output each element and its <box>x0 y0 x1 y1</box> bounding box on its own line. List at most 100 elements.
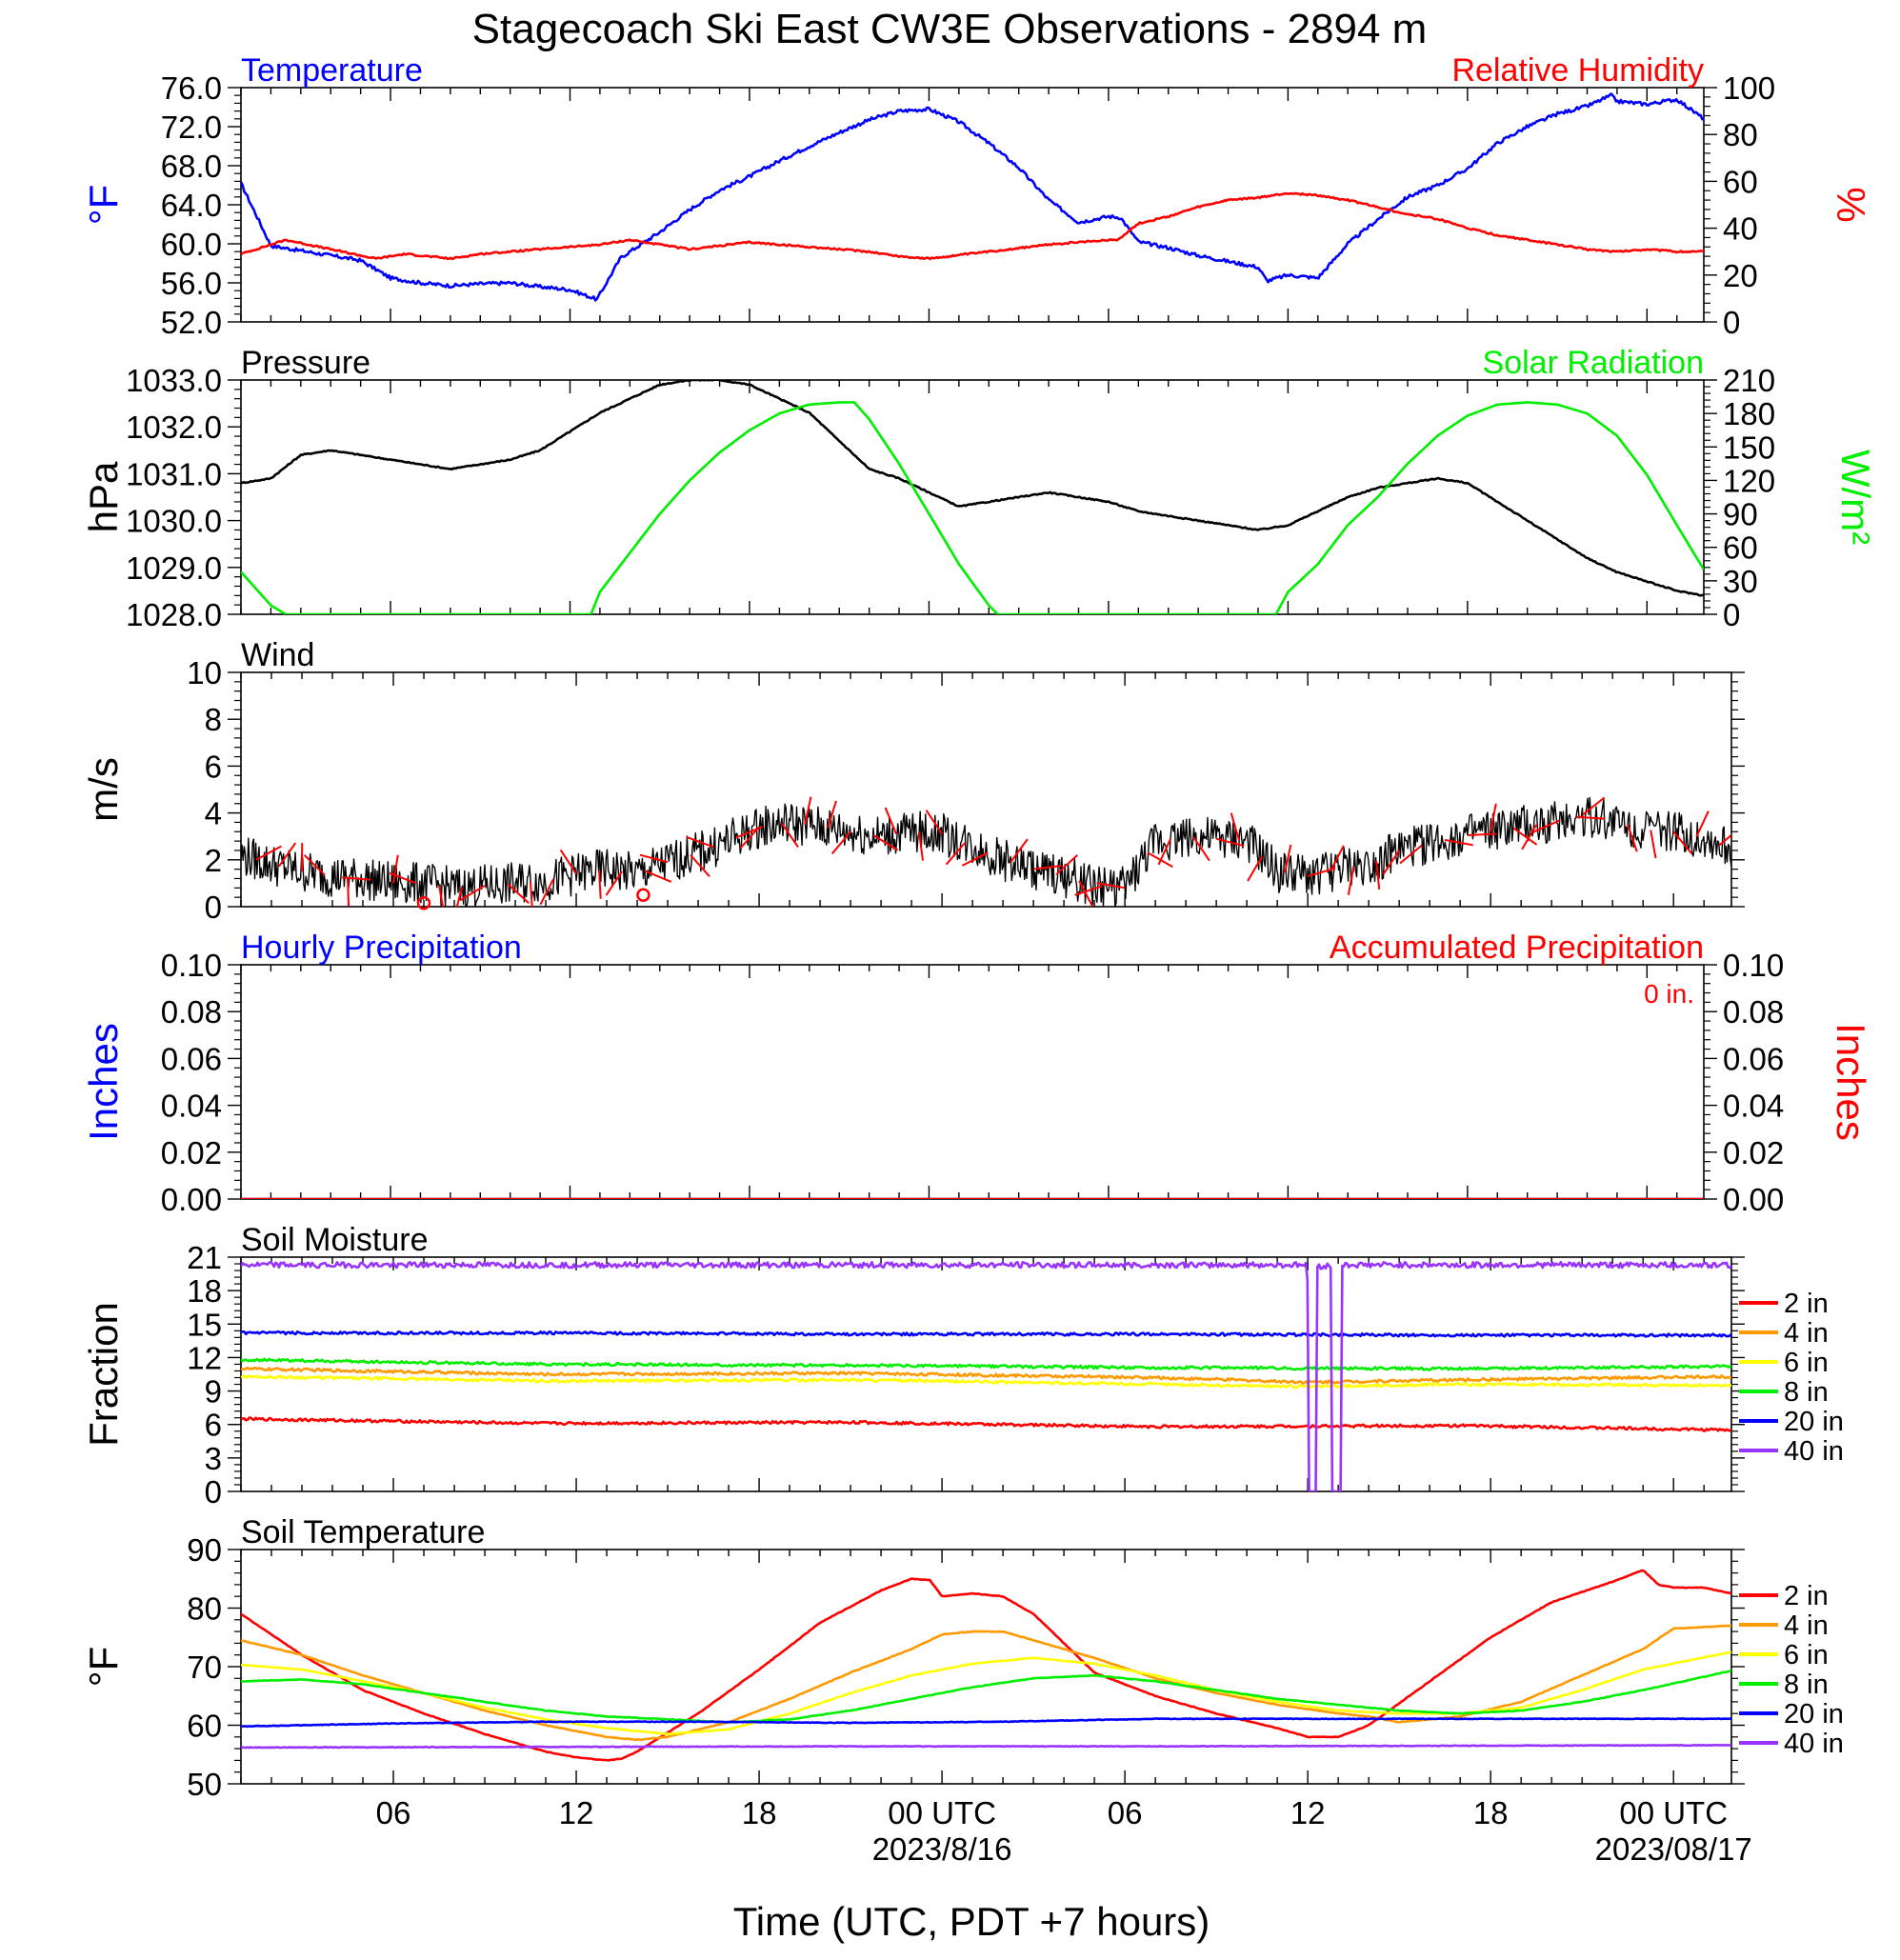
panels-group: 52.056.060.064.068.072.076.0020406080100… <box>81 52 1878 1802</box>
legend-label: 2 in <box>1784 1581 1829 1611</box>
wind-barb <box>1532 819 1560 833</box>
y-tick-label-right: 0 <box>1723 597 1740 632</box>
wind-barb <box>945 842 966 866</box>
wind-barb <box>1347 867 1355 895</box>
y-tick-label-left: 9 <box>205 1374 222 1410</box>
wind-barb <box>804 796 812 826</box>
wind-barb <box>539 878 554 906</box>
wind-barb <box>1010 838 1029 863</box>
wind-barb <box>255 845 282 861</box>
y-tick-label-right: 0.00 <box>1723 1182 1784 1217</box>
y-tick-label-left: 0.00 <box>161 1182 222 1217</box>
wind-barb <box>1718 833 1731 847</box>
wind-barb <box>739 826 760 850</box>
time-tick-label: 18 <box>742 1795 777 1830</box>
y-tick-label-left: 60 <box>187 1709 222 1744</box>
wind-barb <box>438 885 445 907</box>
y-axis-label-left: °F <box>81 185 126 225</box>
wind-barb <box>1032 865 1063 870</box>
legend-label: 4 in <box>1784 1610 1829 1641</box>
x-axis-label: Time (UTC, PDT +7 hours) <box>733 1899 1210 1944</box>
panel-title-right: Relative Humidity <box>1451 52 1704 89</box>
y-tick-label-left: 50 <box>187 1767 222 1802</box>
panel-title-right: Solar Radiation <box>1483 345 1704 381</box>
y-tick-label-left: 3 <box>205 1441 222 1476</box>
y-tick-label-right: 20 <box>1723 258 1758 293</box>
time-tick-label: 00 UTC <box>888 1795 996 1830</box>
series-line-relative-humidity <box>241 191 1704 261</box>
panel-pressure-solar: 1028.0 1029.0 1030.0 1031.0 1032.0 1033.0 0306… <box>81 345 1878 632</box>
wind-barb <box>781 823 799 849</box>
date-label: 2023/8/16 <box>872 1831 1012 1867</box>
series-line-4-in <box>241 1366 1731 1385</box>
y-tick-label-left: 15 <box>187 1307 222 1342</box>
wind-barb <box>459 885 486 902</box>
legend-label: 6 in <box>1784 1640 1829 1670</box>
y-tick-label-right: 0.08 <box>1723 994 1784 1030</box>
y-tick-label-right: 0.10 <box>1723 948 1784 983</box>
y-tick-label-left: 0.06 <box>161 1041 222 1076</box>
wind-barb <box>1581 796 1606 816</box>
wind-barb <box>1672 830 1693 855</box>
wind-barb <box>872 834 899 851</box>
wind-barb <box>690 854 710 877</box>
wind-barb <box>1157 838 1172 866</box>
wind-barb <box>884 807 898 835</box>
y-tick-label-right: 100 <box>1723 70 1775 106</box>
wind-barb <box>1468 832 1497 836</box>
y-tick-label-left: 76.0 <box>161 70 222 106</box>
panel-precipitation: 0.00 0.02 0.04 0.06 0.08 0.10 0.00 0.02 0.04 0.06… <box>81 930 1873 1217</box>
accumulated-precip-annotation: 0 in. <box>1644 979 1694 1009</box>
panel-title-left: Pressure <box>241 345 370 381</box>
time-tick-label: 18 <box>1473 1795 1509 1830</box>
wind-barb <box>559 849 577 875</box>
y-tick-label-left: 4 <box>205 796 222 831</box>
y-tick-label-left: 70 <box>187 1650 222 1685</box>
y-tick-label-left: 1032.0 <box>126 410 222 445</box>
y-tick-label-left: 18 <box>187 1273 222 1309</box>
wind-barb <box>1375 860 1381 890</box>
wind-barb <box>507 883 530 904</box>
legend-label: 8 in <box>1784 1670 1829 1700</box>
wind-barb <box>1521 824 1538 850</box>
series-line-2-in <box>241 1569 1731 1762</box>
series-line-20-in <box>241 1717 1731 1729</box>
wind-barb <box>1078 880 1093 907</box>
y-tick-label-left: 80 <box>187 1591 222 1627</box>
wind-barb <box>1382 850 1400 875</box>
series-line-wind <box>241 796 1731 907</box>
legend-label: 4 in <box>1784 1318 1829 1349</box>
wind-barb <box>1055 854 1078 875</box>
series-line-8-in <box>241 1357 1731 1371</box>
series-line-20-in <box>241 1330 1731 1338</box>
wind-barb <box>831 830 851 854</box>
wind-barb <box>1576 815 1606 820</box>
y-tick-label-left: 12 <box>187 1340 222 1375</box>
y-axis-label-right: Inches <box>1829 1023 1873 1141</box>
panel-temperature-humidity: 52.0 56.0 60.0 64.0 68.0 72.0 76.0 0 20 40 60 80 100… <box>81 52 1873 340</box>
panel-title-left: Soil Temperature <box>241 1514 485 1550</box>
wind-barb <box>530 882 533 907</box>
y-tick-label-left: 0 <box>205 890 222 925</box>
panel-title-left: Soil Moisture <box>241 1222 429 1258</box>
legend-label: 20 in <box>1784 1699 1844 1730</box>
series-line-temperature <box>241 92 1704 302</box>
y-tick-label-left: 0.08 <box>161 994 222 1030</box>
y-axis-label-right: W/m² <box>1833 450 1878 545</box>
y-tick-label-right: 120 <box>1723 463 1775 498</box>
wind-barb <box>918 831 924 861</box>
y-axis-label-left: m/s <box>81 757 126 822</box>
y-tick-label-left: 21 <box>187 1240 222 1275</box>
y-tick-label-left: 90 <box>187 1532 222 1568</box>
y-tick-label-right: 0.06 <box>1723 1041 1784 1076</box>
y-tick-label-left: 0.04 <box>161 1089 222 1124</box>
y-tick-label-right: 0.02 <box>1723 1135 1784 1170</box>
wind-barb <box>1284 844 1292 873</box>
series-line-2-in <box>241 1416 1731 1432</box>
wind-barb <box>644 870 672 883</box>
y-tick-label-left: 8 <box>205 702 222 737</box>
wind-barb <box>925 810 943 835</box>
y-axis-label-left: °F <box>81 1647 126 1687</box>
wind-barb <box>1650 830 1657 859</box>
